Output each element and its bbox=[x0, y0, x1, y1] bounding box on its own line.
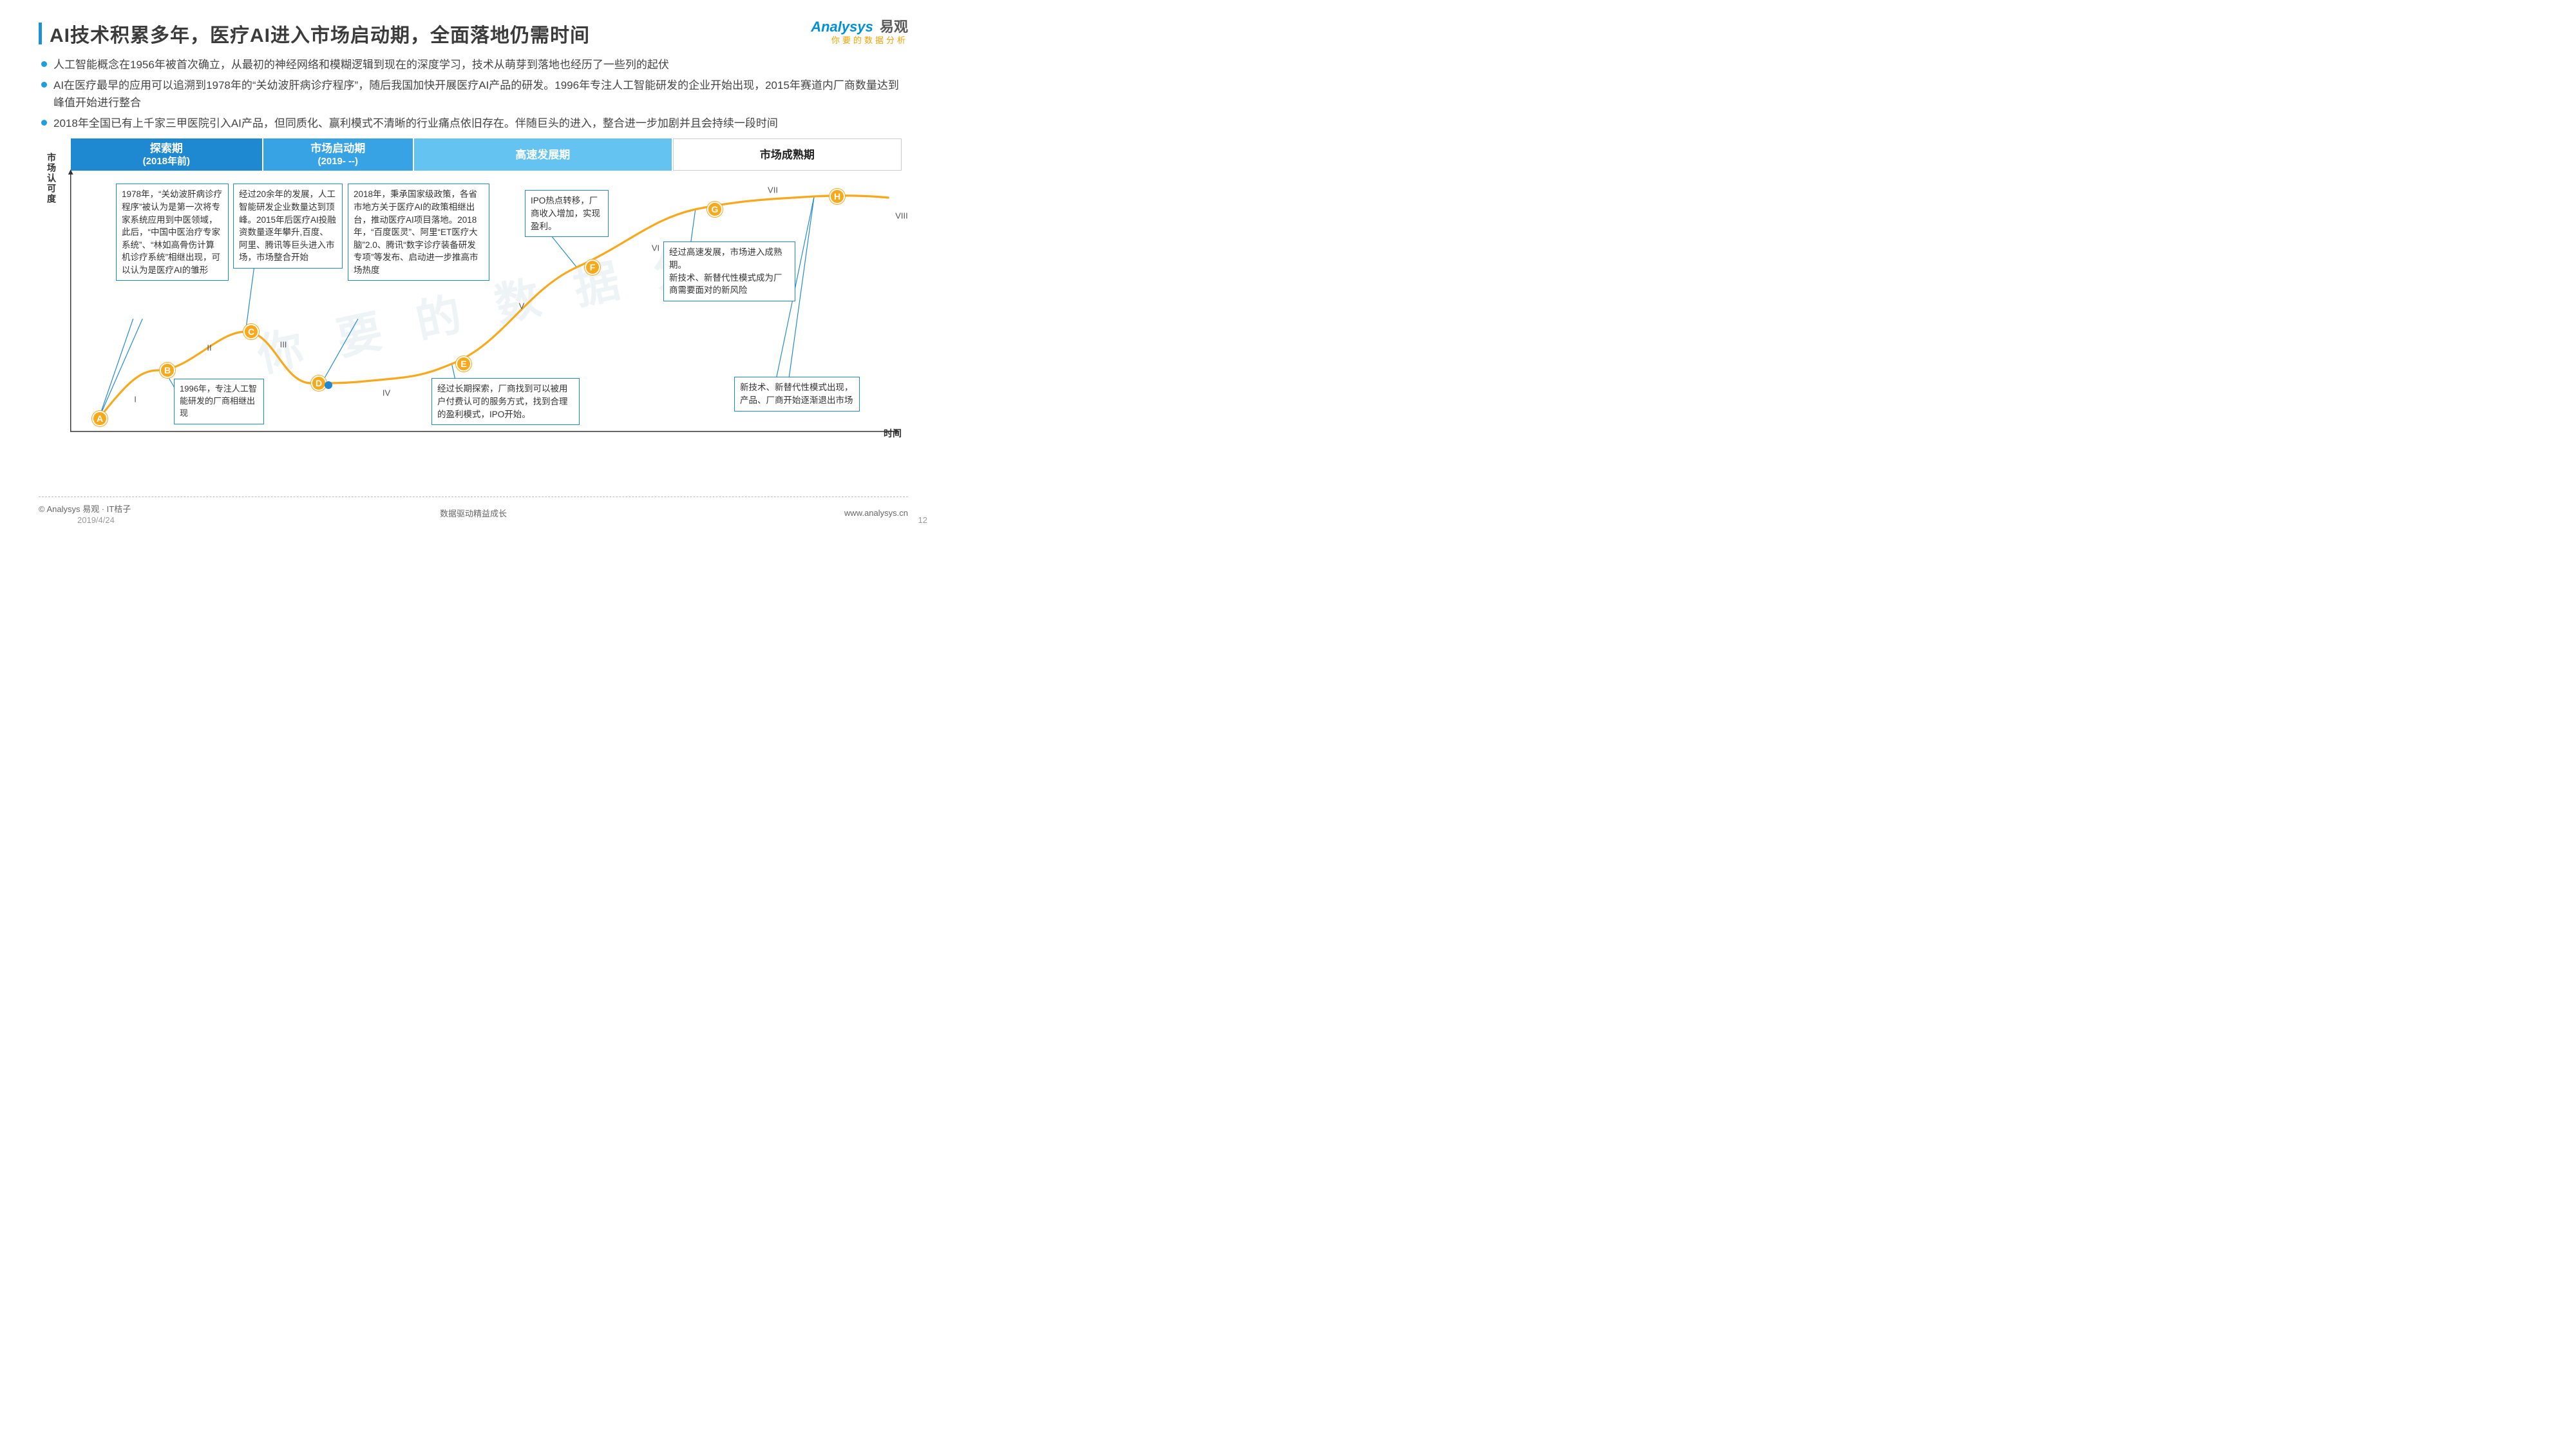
callout-b: 1996年，专注人工智能研发的厂商相继出现 bbox=[174, 379, 264, 424]
node-h: H bbox=[829, 189, 845, 204]
bullet-text: 2018年全国已有上千家三甲医院引入AI产品，但同质化、赢利模式不清晰的行业痛点… bbox=[53, 115, 778, 132]
callout-a: 1978年，“关幼波肝病诊疗程序”被认为是第一次将专家系统应用到中医领域，此后，… bbox=[116, 184, 229, 281]
header: AI技术积累多年，医疗AI进入市场启动期，全面落地仍需时间 Analysys 易… bbox=[39, 19, 908, 48]
phase-range: (2019- --) bbox=[318, 156, 359, 168]
node-f: F bbox=[585, 260, 600, 275]
logo-en: Analysys bbox=[811, 19, 873, 35]
phase-name: 市场成熟期 bbox=[760, 148, 815, 162]
footer: © Analysys 易观 · IT桔子 数据驱动精益成长 www.analys… bbox=[39, 497, 908, 524]
logo-tagline: 你要的数据分析 bbox=[811, 36, 908, 45]
seg-label: III bbox=[280, 340, 287, 350]
phase-name: 高速发展期 bbox=[515, 148, 570, 162]
page-title: AI技术积累多年，医疗AI进入市场启动期，全面落地仍需时间 bbox=[50, 19, 590, 48]
bullet-dot bbox=[41, 120, 47, 126]
callout-e: 经过长期探索，厂商找到可以被用户付费认可的服务方式，找到合理的盈利模式，IPO开… bbox=[431, 378, 580, 425]
node-c: C bbox=[243, 324, 259, 339]
seg-label: IV bbox=[383, 388, 390, 398]
callout-d: 2018年，秉承国家级政策，各省市地方关于医疗AI的政策相继出台，推动医疗AI项… bbox=[348, 184, 489, 281]
bullet-text: AI在医疗最早的应用可以追溯到1978年的“关幼波肝病诊疗程序”，随后我国加快开… bbox=[53, 77, 908, 111]
phase-bar: 探索期 (2018年前) 市场启动期 (2019- --) 高速发展期 市场成熟… bbox=[71, 138, 902, 171]
node-b: B bbox=[160, 363, 175, 378]
title-accent bbox=[39, 23, 42, 44]
bullet-text: 人工智能概念在1956年被首次确立，从最初的神经网络和模糊逻辑到现在的深度学习，… bbox=[53, 57, 669, 73]
seg-label: V bbox=[519, 301, 525, 311]
node-g: G bbox=[707, 202, 723, 217]
phase-name: 市场启动期 bbox=[310, 142, 365, 155]
callout-c: 经过20余年的发展，人工智能研发企业数量达到顶峰。2015年后医疗AI投融资数量… bbox=[233, 184, 343, 268]
footer-center: 数据驱动精益成长 bbox=[440, 507, 507, 519]
current-marker bbox=[325, 381, 332, 389]
seg-label: VII bbox=[768, 185, 778, 195]
phase-range: (2018年前) bbox=[143, 156, 190, 168]
seg-label: VIII bbox=[895, 211, 908, 221]
footer-url: www.analysys.cn bbox=[844, 508, 908, 518]
seg-label: II bbox=[207, 343, 211, 353]
title-bar: AI技术积累多年，医疗AI进入市场启动期，全面落地仍需时间 bbox=[39, 19, 590, 48]
phase-exploration: 探索期 (2018年前) bbox=[71, 138, 262, 171]
phase-name: 探索期 bbox=[150, 142, 183, 155]
callout-h: 新技术、新替代性模式出现，产品、厂商开始逐渐退出市场 bbox=[734, 377, 860, 411]
logo: Analysys 易观 你要的数据分析 bbox=[811, 19, 908, 45]
phase-growth: 高速发展期 bbox=[414, 138, 672, 171]
seg-label: VI bbox=[652, 243, 659, 253]
page-number: 12 bbox=[918, 515, 927, 525]
y-axis-label: 市场认可度 bbox=[45, 153, 58, 204]
phase-launch: 市场启动期 (2019- --) bbox=[263, 138, 413, 171]
phase-maturity: 市场成熟期 bbox=[673, 138, 902, 171]
callout-f: IPO热点转移，厂商收入增加，实现盈利。 bbox=[525, 190, 609, 237]
seg-label: I bbox=[134, 395, 137, 404]
node-a: A bbox=[92, 411, 108, 426]
bullet-dot bbox=[41, 82, 47, 88]
callout-g: 经过高速发展，市场进入成熟期。 新技术、新替代性模式成为厂商需要面对的新风险 bbox=[663, 242, 795, 301]
bullet-list: 人工智能概念在1956年被首次确立，从最初的神经网络和模糊逻辑到现在的深度学习，… bbox=[41, 57, 908, 132]
lifecycle-chart: 你 要 的 数 据 分 市场认可度 时间 探索期 (2018年前) 市场启动期 … bbox=[64, 138, 902, 441]
node-e: E bbox=[456, 356, 471, 372]
logo-cn: 易观 bbox=[880, 19, 908, 35]
x-axis-label: 时间 bbox=[884, 427, 902, 440]
footer-date: 2019/4/24 bbox=[77, 515, 115, 525]
bullet-dot bbox=[41, 61, 47, 67]
